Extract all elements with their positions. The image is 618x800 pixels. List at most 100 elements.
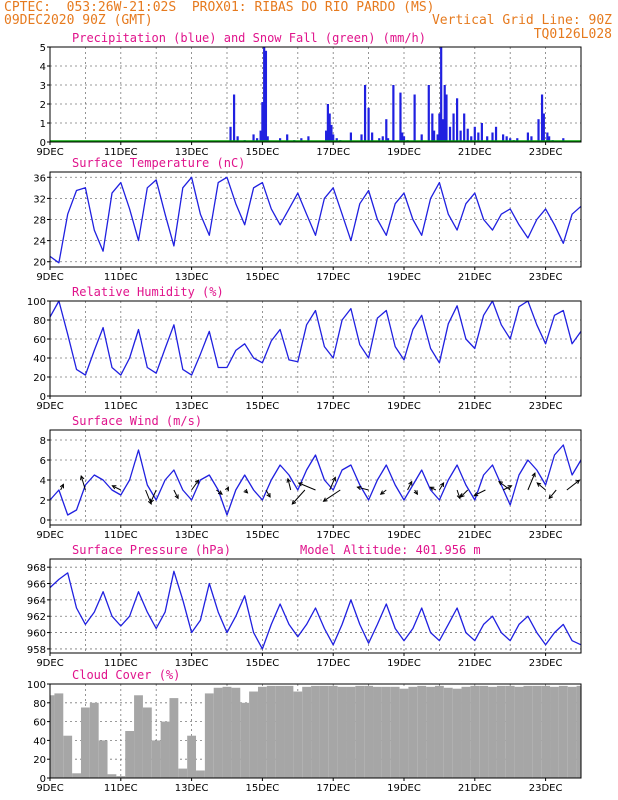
cloud-cover-bar bbox=[373, 686, 382, 778]
pressure-y-tick-label: 962 bbox=[27, 612, 46, 623]
cloud-cover-bar bbox=[381, 686, 391, 778]
wind-title: Surface Wind (m/s) bbox=[72, 414, 202, 428]
precip-y-tick-label: 4 bbox=[40, 62, 46, 73]
wind-vector-head bbox=[379, 490, 385, 495]
precip-x-tick-label: 15DEC bbox=[246, 147, 280, 158]
precip-bar bbox=[540, 94, 544, 142]
wind-vector-head bbox=[459, 493, 465, 498]
cloud-cover-bar bbox=[80, 707, 90, 778]
cloud-cover-bar bbox=[311, 685, 320, 778]
cloud-cover-bar bbox=[222, 686, 232, 778]
wind-vector-head bbox=[224, 486, 229, 492]
cloud-cover-bar bbox=[337, 686, 347, 778]
precip-bar bbox=[477, 132, 480, 142]
temp-x-tick-label: 13DEC bbox=[175, 272, 209, 283]
precip-bar bbox=[420, 134, 423, 142]
rh-title: Relative Humidity (%) bbox=[72, 285, 224, 299]
precip-bar bbox=[325, 130, 328, 142]
cloud-cover-bar bbox=[319, 685, 329, 778]
wind-series-line bbox=[49, 444, 582, 516]
wind-vector bbox=[323, 489, 341, 502]
precip-bar bbox=[261, 102, 264, 142]
cloud-cover-bar bbox=[461, 686, 471, 778]
cloud-y-tick-label: 80 bbox=[33, 699, 46, 710]
pressure-frame bbox=[49, 558, 582, 654]
cloud-x-tick-label: 21DEC bbox=[458, 783, 492, 794]
header-model-id: TQ0126L028 bbox=[533, 27, 612, 42]
cloud-cover-bar bbox=[567, 686, 577, 778]
precip-x-tick-label: 17DEC bbox=[316, 147, 350, 158]
precip-bar bbox=[473, 126, 476, 142]
cloud-cover-bar bbox=[479, 685, 489, 778]
wind-x-tick-label: 17DEC bbox=[316, 530, 350, 541]
cloud-cover-bar bbox=[355, 685, 365, 778]
wind-vector bbox=[357, 486, 369, 491]
precip-bar bbox=[448, 126, 452, 142]
precip-bar bbox=[526, 132, 529, 142]
precip-x-tick-label: 9DEC bbox=[36, 147, 63, 158]
cloud-cover-bar bbox=[231, 687, 241, 778]
rh-y-tick-label: 0 bbox=[40, 392, 46, 403]
cloud-cover-bar bbox=[541, 685, 551, 778]
cloud-y-tick-label: 100 bbox=[27, 680, 46, 691]
rh-series-line bbox=[49, 300, 582, 376]
precip-y-tick-label: 5 bbox=[40, 43, 46, 54]
precip-bar bbox=[266, 136, 269, 142]
cloud-cover-bar bbox=[523, 685, 533, 778]
temp-x-tick-label: 15DEC bbox=[246, 272, 280, 283]
precip-bar bbox=[367, 107, 370, 142]
cloud-cover-bar bbox=[275, 685, 285, 778]
precip-bar bbox=[381, 136, 384, 142]
cloud-cover-bar bbox=[452, 688, 462, 778]
cloud-y-tick-label: 20 bbox=[33, 755, 46, 766]
pressure-x-tick-label: 15DEC bbox=[246, 658, 280, 669]
cloud-cover-bar bbox=[408, 686, 418, 778]
temp-series-line bbox=[49, 176, 582, 264]
precip-bar bbox=[530, 136, 533, 142]
precip-bar bbox=[509, 138, 512, 142]
wind-vector-head bbox=[331, 476, 336, 482]
wind-vector-head bbox=[413, 490, 418, 496]
precip-bar bbox=[546, 132, 549, 142]
cloud-cover-bar bbox=[293, 691, 303, 778]
precip-bar bbox=[363, 85, 367, 142]
wind-frame bbox=[49, 429, 582, 526]
precip-frame bbox=[49, 46, 582, 143]
precip-bar bbox=[386, 138, 390, 142]
cloud-cover-bar bbox=[196, 770, 205, 778]
precip-y-tick-label: 1 bbox=[40, 119, 46, 130]
cloud-cover-bar bbox=[160, 721, 170, 778]
cloud-cover-bar bbox=[89, 702, 99, 778]
precip-bar bbox=[516, 138, 519, 142]
wind-vector bbox=[566, 479, 580, 491]
precip-bar bbox=[427, 85, 430, 142]
precip-bar bbox=[502, 134, 505, 142]
rh-frame bbox=[49, 300, 582, 397]
rh-x-tick-label: 13DEC bbox=[175, 401, 209, 412]
precip-bar bbox=[326, 104, 329, 142]
cloud-cover-bar bbox=[390, 686, 400, 778]
cloud-cover-bar bbox=[470, 685, 480, 778]
precip-bar bbox=[445, 94, 448, 142]
precip-y-tick-label: 3 bbox=[40, 81, 46, 92]
cloud-x-tick-label: 19DEC bbox=[387, 783, 421, 794]
cloud-x-tick-label: 11DEC bbox=[104, 783, 138, 794]
precip-bar bbox=[480, 123, 483, 142]
wind-vector bbox=[80, 475, 86, 491]
wind-vector-head bbox=[429, 486, 435, 491]
pressure-x-tick-label: 23DEC bbox=[529, 658, 563, 669]
precip-bar bbox=[441, 119, 445, 142]
rh-x-tick-label: 23DEC bbox=[529, 401, 563, 412]
precip-bar bbox=[307, 136, 310, 142]
precip-bar bbox=[505, 136, 508, 142]
cloud-cover-bar bbox=[63, 735, 73, 778]
wind-vector bbox=[287, 478, 292, 491]
wind-vector bbox=[380, 489, 387, 495]
wind-vector bbox=[191, 479, 200, 491]
cloud-frame bbox=[49, 683, 582, 779]
cloud-cover-bar bbox=[134, 695, 143, 778]
rh-y-tick-label: 100 bbox=[27, 297, 46, 308]
cloud-cover-bar bbox=[178, 768, 188, 778]
wind-y-tick-label: 8 bbox=[40, 436, 46, 447]
